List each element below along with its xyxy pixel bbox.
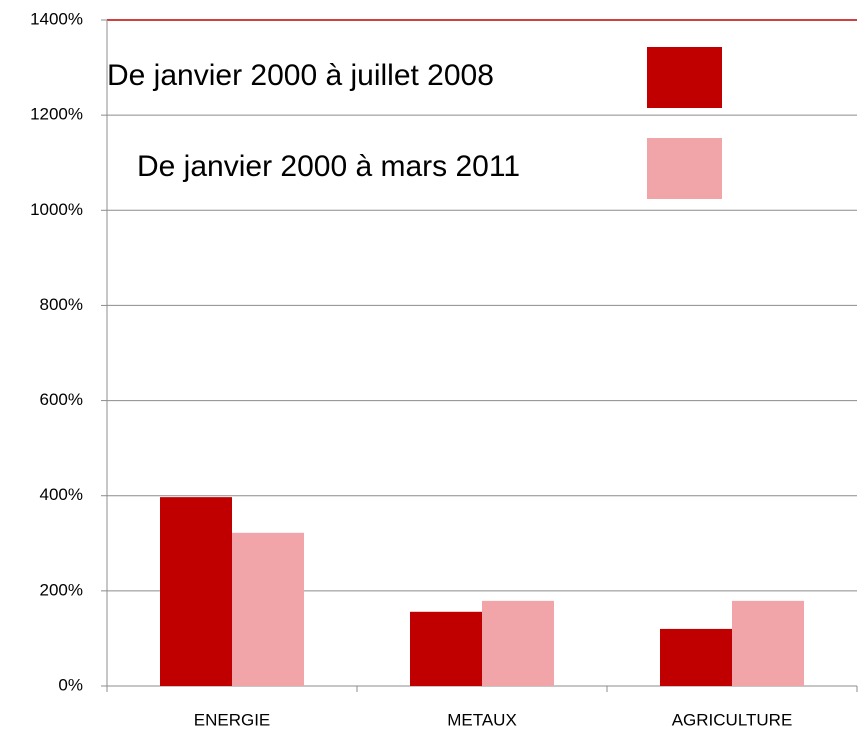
x-tick-label: METAUX (447, 710, 517, 729)
bar (232, 532, 304, 686)
legend-swatch (647, 47, 722, 108)
bar (732, 600, 804, 686)
bar (482, 600, 554, 686)
y-tick-label: 600% (40, 390, 83, 409)
x-tick-label: AGRICULTURE (672, 710, 793, 729)
legend-swatch (647, 138, 722, 199)
legend-label: De janvier 2000 à mars 2011 (137, 150, 520, 183)
y-tick-label: 400% (40, 485, 83, 504)
legend-label: De janvier 2000 à juillet 2008 (107, 59, 494, 92)
y-tick-label: 1400% (30, 9, 83, 28)
y-tick-label: 1200% (30, 105, 83, 124)
x-tick-label: ENERGIE (194, 710, 271, 729)
y-tick-label: 0% (58, 675, 83, 694)
y-tick-label: 1000% (30, 200, 83, 219)
y-tick-label: 800% (40, 295, 83, 314)
bar (160, 497, 232, 686)
bar (660, 628, 732, 686)
bar (410, 611, 482, 686)
y-tick-label: 200% (40, 580, 83, 599)
